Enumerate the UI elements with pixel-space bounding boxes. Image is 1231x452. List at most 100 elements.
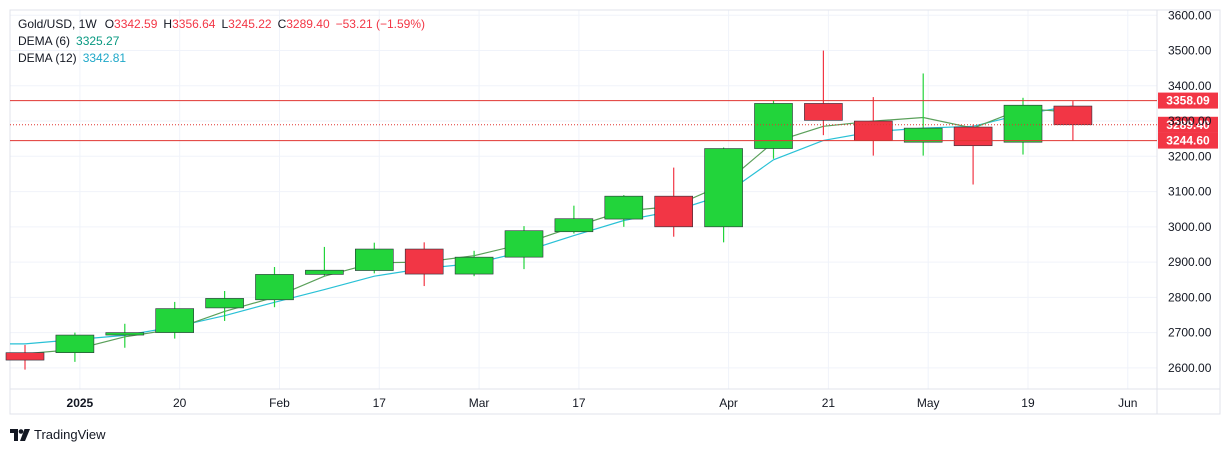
price-line-label: 3358.09 (1166, 94, 1210, 108)
tradingview-brand[interactable]: TradingView (10, 427, 106, 442)
chart-frame (9, 9, 1221, 415)
time-tick-label: May (917, 396, 940, 410)
candles[interactable] (5, 50, 1093, 370)
close-value: 3289.40 (286, 17, 330, 31)
candle-body (5, 352, 45, 361)
price-line-label: 3289.40 (1166, 118, 1210, 132)
price-tick-label: 2900.00 (1168, 255, 1212, 269)
candle (654, 167, 694, 237)
candle-body (155, 308, 194, 333)
chart-legend: Gold/USD, 1W O 3342.59 H 3356.64 L 3245.… (18, 16, 425, 67)
candle-body (903, 127, 943, 143)
price-line-label: 3244.60 (1166, 134, 1210, 148)
brand-name: TradingView (34, 427, 106, 442)
time-tick-label: Mar (469, 396, 490, 410)
dema6-line (24, 108, 1073, 355)
open-label: O (104, 17, 115, 31)
candle (454, 250, 494, 277)
candle (853, 97, 893, 156)
candle (804, 50, 843, 136)
high-label: H (163, 17, 173, 31)
time-tick-label: 20 (173, 396, 187, 410)
price-tick-label: 2600.00 (1168, 361, 1212, 375)
low-value: 3245.22 (228, 17, 272, 31)
candle (255, 267, 294, 308)
candle (903, 73, 943, 156)
time-axis[interactable]: 2025 20 Feb 17 Mar 17 Apr 21 May 19 Jun (67, 396, 1138, 410)
price-axis[interactable]: 2600.00 2700.00 2800.00 2900.00 3000.00 3100.… (1168, 8, 1212, 375)
dema12-value: 3342.81 (82, 51, 127, 65)
price-tick-label: 3100.00 (1168, 185, 1212, 199)
high-value: 3356.64 (172, 17, 216, 31)
dema6-value: 3325.27 (76, 34, 120, 48)
candle (754, 100, 793, 159)
candle (305, 246, 344, 276)
candle-body (853, 120, 893, 141)
candle (55, 332, 95, 362)
candle-body (55, 334, 95, 353)
candle (155, 301, 194, 339)
ohlc-row: Gold/USD, 1W O 3342.59 H 3356.64 L 3245.… (18, 16, 425, 33)
close-label: C (277, 17, 287, 31)
time-tick-label: Apr (719, 396, 738, 410)
time-tick-label: Jun (1118, 396, 1137, 410)
time-tick-label: Feb (269, 396, 290, 410)
price-line-label-bg (1158, 132, 1218, 149)
dema6-row[interactable]: DEMA (6) 3325.27 (18, 33, 425, 50)
dema6-label: DEMA (6) (18, 34, 71, 48)
candle (5, 344, 45, 370)
candle-body (454, 256, 494, 275)
price-line-label-bg (1158, 92, 1218, 109)
candle (554, 205, 594, 234)
candle-body (205, 298, 244, 309)
candle (1003, 97, 1043, 155)
candle-body (704, 148, 743, 228)
candle-body (354, 248, 394, 271)
price-lines[interactable]: 3358.09 3289.40 3244.60 (10, 92, 1218, 149)
candle-body (1053, 105, 1093, 126)
candle (105, 323, 145, 348)
candle-body (255, 274, 294, 301)
candle (504, 226, 544, 270)
price-tick-label: 2800.00 (1168, 290, 1212, 304)
price-tick-label: 3500.00 (1168, 44, 1212, 58)
time-tick-label: 17 (373, 396, 387, 410)
change-value: −53.21 (−1.59%) (335, 17, 426, 31)
candle-body (504, 230, 544, 258)
candle-body (554, 218, 594, 233)
candle (704, 147, 743, 243)
open-value: 3342.59 (114, 17, 158, 31)
price-tick-label: 3600.00 (1168, 8, 1212, 22)
symbol-label[interactable]: Gold/USD, 1W (18, 17, 97, 31)
chart-border (9, 9, 1221, 415)
time-tick-label: 21 (822, 396, 836, 410)
time-tick-label: 19 (1021, 396, 1035, 410)
time-tick-label: 2025 (67, 396, 94, 410)
candle (604, 195, 644, 227)
candle (354, 242, 394, 274)
price-tick-label: 2700.00 (1168, 326, 1212, 340)
candle (404, 242, 444, 287)
candle-body (604, 195, 644, 220)
candle-body (105, 332, 145, 336)
dema12-label: DEMA (12) (18, 51, 77, 65)
price-tick-label: 3200.00 (1168, 149, 1212, 163)
price-tick-label: 3300.00 (1168, 114, 1212, 128)
candle (953, 124, 993, 185)
candle-body (953, 126, 993, 147)
price-tick-label: 3000.00 (1168, 220, 1212, 234)
candle-body (404, 248, 444, 275)
tradingview-logo-icon (10, 428, 30, 441)
candle-body (804, 103, 843, 121)
low-label: L (221, 17, 229, 31)
candle-body (1003, 104, 1043, 143)
candle-body (754, 103, 793, 149)
candle-body (654, 195, 694, 228)
price-line-label-bg (1158, 116, 1218, 133)
candle (205, 290, 244, 321)
price-tick-label: 3400.00 (1168, 79, 1212, 93)
candle (1053, 101, 1093, 141)
dema12-row[interactable]: DEMA (12) 3342.81 (18, 50, 425, 67)
time-tick-label: 17 (572, 396, 586, 410)
